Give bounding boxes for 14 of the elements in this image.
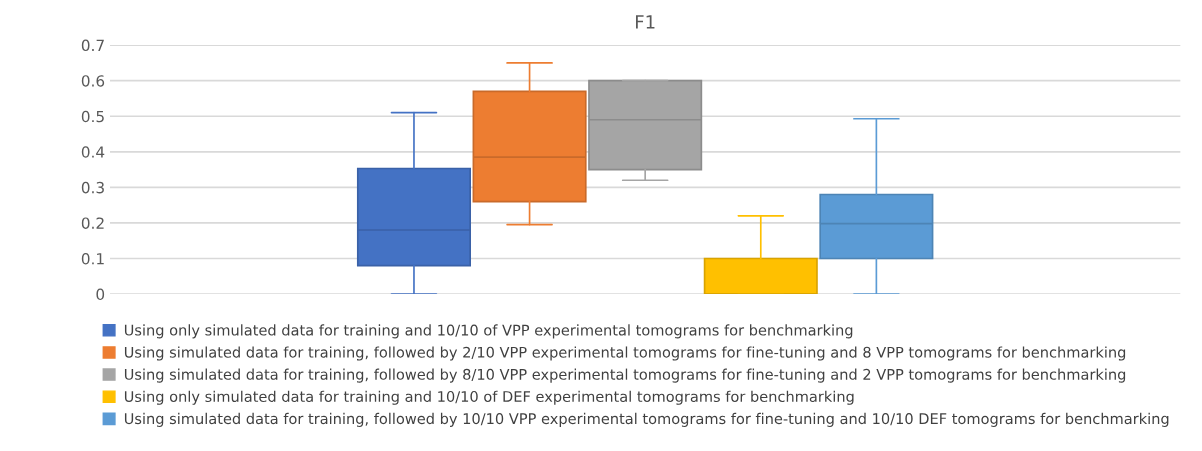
legend-label: Using simulated data for training, followed by 8/10 VPP experimental tomograms for fine-tuning and 2 VPP tomograms for benchmarking [124,368,1126,383]
y-tick-label: 0.2 [81,217,104,229]
y-tick-label: 0.7 [81,39,104,52]
y-tick-label: 0.6 [81,75,105,87]
y-tick-label: 0 [96,288,105,301]
legend-label: Using only simulated data for training and 10/10 of VPP experimental tomograms for benchmarking [124,324,853,339]
y-tick-label: 0.3 [81,181,104,194]
legend-label: Using simulated data for training, followed by 10/10 VPP experimental tomograms for fine-tuning and 10/10 DEF tomograms for benchmarking [124,412,1169,427]
legend-label: Using only simulated data for training and 10/10 of DEF experimental tomograms for benchmarking [124,390,854,405]
y-tick-label: 0.5 [81,110,104,123]
chart-title: F1 [636,15,655,29]
legend-label: Using simulated data for training, followed by 2/10 VPP experimental tomograms for fine-tuning and 8 VPP tomograms for benchmarking [124,346,1126,361]
y-tick-label: 0.1 [81,252,104,265]
y-tick-label: 0.4 [81,146,105,158]
